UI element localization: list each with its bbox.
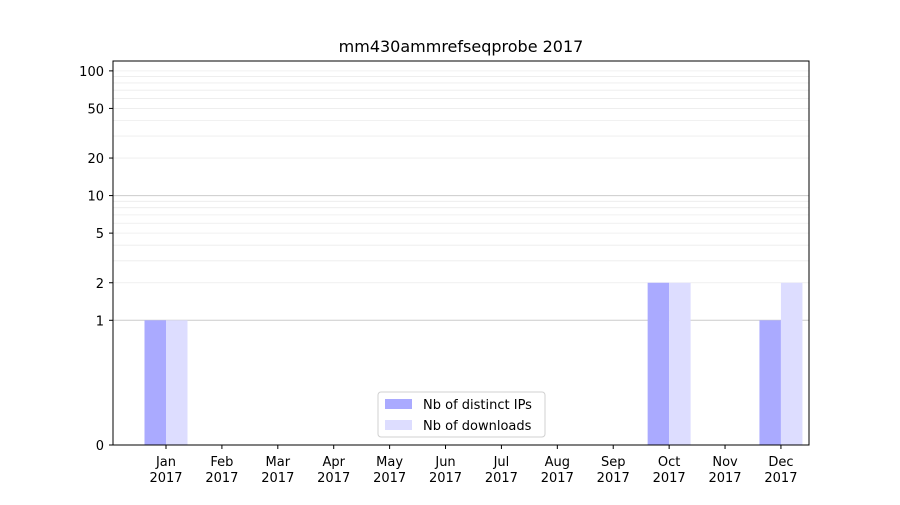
x-tick-label: Mar 2017 [261, 455, 294, 486]
legend-box [377, 391, 546, 438]
y-tick-label: 0 [96, 439, 104, 454]
bar-downloads [669, 282, 691, 445]
y-tick-label: 1 [96, 314, 104, 329]
x-tick-label: Apr 2017 [317, 455, 350, 486]
x-tick-label: Feb 2017 [205, 455, 238, 486]
x-tick-label: Dec 2017 [764, 455, 797, 486]
x-tick-label: Sep 2017 [597, 455, 630, 486]
y-tick-label: 20 [87, 152, 104, 167]
legend-label: Nb of distinct IPs [423, 398, 532, 413]
grid-layer [113, 70, 809, 321]
y-axis: 0 1 2 5 10 20 50 100 [79, 65, 113, 454]
x-tick-label: Oct 2017 [653, 455, 686, 486]
legend-label: Nb of downloads [423, 419, 532, 434]
legend: Nb of distinct IPs Nb of downloads [377, 391, 546, 438]
bar-downloads [780, 282, 803, 445]
x-tick-label: Jun 2017 [429, 455, 462, 486]
x-tick-label: Jul 2017 [485, 455, 518, 486]
y-tick-label: 10 [87, 190, 104, 205]
x-axis: Jan 2017 Feb 2017 Mar 2017 Apr 2017 May 2017 Jun 20… [149, 445, 797, 486]
x-tick-label: Jan 2017 [149, 455, 182, 486]
bars-layer [144, 282, 803, 445]
bar-downloads [166, 320, 188, 445]
chart-title: mm430ammrefseqprobe 2017 [339, 37, 584, 56]
bar-distinct-ips [647, 282, 670, 445]
bar-distinct-ips [759, 320, 781, 445]
x-tick-label: Nov 2017 [708, 455, 741, 486]
x-tick-label: May 2017 [373, 455, 406, 486]
bar-distinct-ips [144, 320, 166, 445]
y-tick-label: 100 [79, 65, 104, 80]
y-tick-label: 5 [96, 227, 104, 242]
plot-area-frame [112, 60, 810, 446]
y-tick-label: 2 [96, 277, 104, 292]
y-tick-label: 50 [87, 102, 104, 117]
legend-swatch [385, 420, 412, 430]
legend-swatch [385, 399, 412, 409]
x-tick-label: Aug 2017 [541, 455, 574, 486]
